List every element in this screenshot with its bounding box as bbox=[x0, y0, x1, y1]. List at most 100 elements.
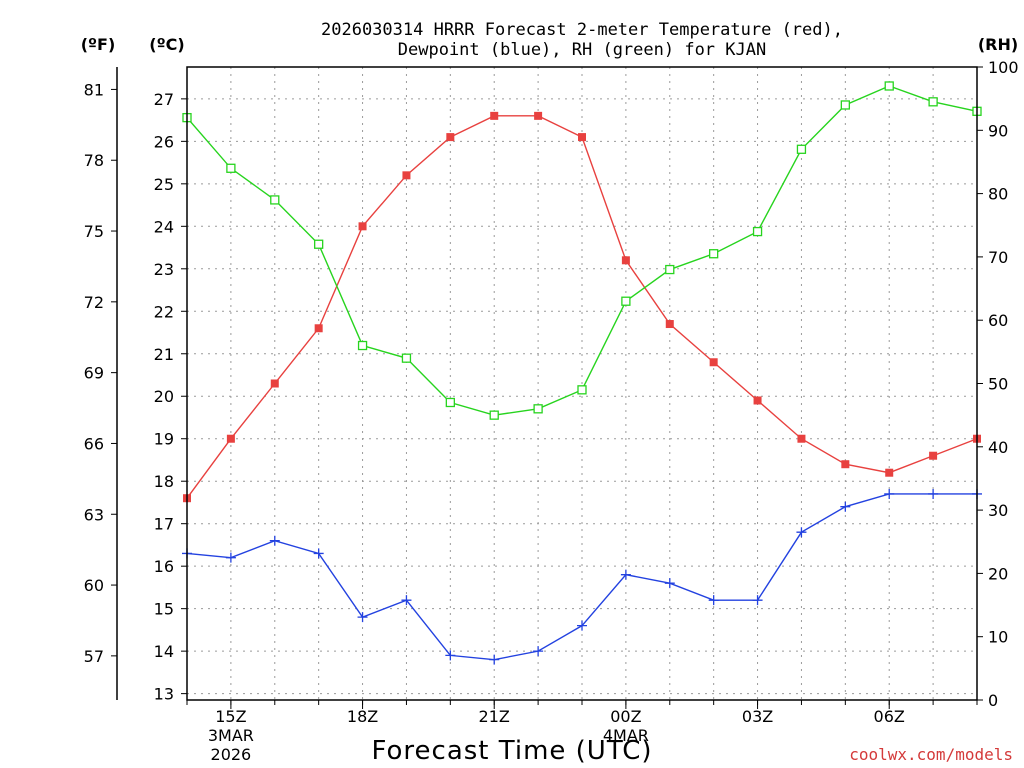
rh-point bbox=[314, 239, 324, 249]
rh-tick-label: 30 bbox=[988, 501, 1008, 520]
year-label: 2026 bbox=[211, 745, 252, 764]
fahrenheit-tick-label: 75 bbox=[84, 222, 104, 241]
dewpoint-point bbox=[664, 578, 675, 589]
celsius-tick-label: 27 bbox=[154, 90, 174, 109]
date-label: 4MAR bbox=[603, 726, 649, 745]
gridlines bbox=[187, 67, 977, 700]
celsius-tick-label: 25 bbox=[154, 175, 174, 194]
dewpoint-point bbox=[401, 595, 412, 606]
rh-tick-label: 60 bbox=[988, 311, 1008, 330]
rh-point bbox=[928, 97, 938, 107]
temperature-point bbox=[446, 133, 455, 142]
temperature-point bbox=[358, 222, 367, 231]
x-axis-title: Forecast Time (UTC) bbox=[371, 736, 652, 766]
chart-title-line2: Dewpoint (blue), RH (green) for KJAN bbox=[398, 40, 766, 60]
time-tick-label: 18Z bbox=[347, 707, 378, 726]
celsius-tick-label: 21 bbox=[154, 345, 174, 364]
rh-series bbox=[182, 81, 982, 420]
celsius-tick-label: 17 bbox=[154, 515, 174, 534]
temperature-point bbox=[885, 468, 894, 477]
chart-title-line1: 2026030314 HRRR Forecast 2-meter Tempera… bbox=[321, 20, 843, 40]
celsius-tick-label: 23 bbox=[154, 260, 174, 279]
rh-point bbox=[621, 296, 631, 306]
celsius-tick-label: 18 bbox=[154, 472, 174, 491]
rh-point bbox=[752, 226, 763, 237]
celsius-unit-label: (ºC) bbox=[149, 35, 184, 54]
time-tick-label: 06Z bbox=[874, 707, 905, 726]
celsius-tick-label: 22 bbox=[154, 302, 174, 321]
celsius-tick-label: 26 bbox=[154, 132, 174, 151]
dewpoint-point bbox=[357, 612, 368, 623]
dewpoint-point bbox=[445, 650, 456, 661]
fahrenheit-tick-label: 60 bbox=[84, 576, 104, 595]
fahrenheit-tick-label: 72 bbox=[84, 293, 104, 312]
date-label: 3MAR bbox=[208, 726, 254, 745]
temperature-point bbox=[929, 451, 938, 460]
rh-tick-label: 100 bbox=[988, 58, 1019, 77]
fahrenheit-tick-label: 66 bbox=[84, 434, 104, 453]
celsius-axis: 13 14 15 16 17 18 19 20 21 22 23 24 25 26 27 bbox=[154, 90, 187, 704]
dewpoint-point bbox=[708, 595, 719, 606]
time-tick-label: 03Z bbox=[742, 707, 773, 726]
time-tick-label: 15Z bbox=[215, 707, 246, 726]
temperature-series bbox=[183, 111, 981, 503]
time-tick-label: 00Z bbox=[610, 707, 641, 726]
celsius-tick-label: 19 bbox=[154, 430, 174, 449]
fahrenheit-tick-label: 69 bbox=[84, 364, 104, 383]
time-tick-label: 21Z bbox=[479, 707, 510, 726]
rh-point bbox=[226, 163, 236, 173]
temperature-point bbox=[226, 434, 235, 443]
temperature-point bbox=[709, 358, 718, 367]
rh-point bbox=[533, 404, 543, 414]
temperature-point bbox=[534, 111, 543, 120]
dewpoint-point bbox=[928, 488, 939, 499]
temperature-point bbox=[314, 324, 323, 333]
rh-point bbox=[665, 264, 675, 275]
dewpoint-point bbox=[620, 569, 631, 580]
credit-text: coolwx.com/models bbox=[849, 745, 1013, 764]
temperature-point bbox=[621, 256, 630, 265]
temperature-point bbox=[797, 434, 806, 443]
dewpoint-point bbox=[884, 488, 895, 499]
dewpoint-point bbox=[269, 535, 280, 546]
rh-point bbox=[577, 385, 587, 395]
celsius-tick-label: 14 bbox=[154, 642, 174, 661]
temperature-point bbox=[270, 379, 279, 388]
fahrenheit-tick-label: 81 bbox=[84, 80, 104, 99]
rh-point bbox=[445, 397, 455, 408]
celsius-tick-label: 15 bbox=[154, 600, 174, 619]
rh-point bbox=[840, 100, 850, 110]
temperature-point bbox=[490, 111, 499, 120]
temperature-point bbox=[665, 320, 674, 329]
dewpoint-point bbox=[533, 646, 544, 657]
rh-point bbox=[401, 353, 412, 363]
temperature-point bbox=[402, 171, 411, 180]
celsius-tick-label: 16 bbox=[154, 557, 174, 576]
celsius-tick-label: 13 bbox=[154, 685, 174, 704]
dewpoint-point bbox=[577, 620, 587, 631]
fahrenheit-axis: 57 60 63 66 69 72 75 78 81 bbox=[84, 67, 118, 700]
dewpoint-point bbox=[313, 548, 324, 559]
rh-unit-label: (RH) bbox=[978, 35, 1018, 54]
dewpoint-point bbox=[840, 501, 851, 512]
rh-point bbox=[796, 144, 807, 154]
fahrenheit-tick-label: 57 bbox=[84, 647, 104, 666]
rh-tick-label: 10 bbox=[988, 628, 1008, 647]
rh-axis: 0 10 20 30 40 50 60 70 80 90 100 bbox=[977, 58, 1019, 710]
dewpoint-point bbox=[225, 552, 236, 563]
rh-tick-label: 90 bbox=[988, 121, 1008, 140]
temperature-point bbox=[841, 460, 850, 469]
fahrenheit-tick-label: 63 bbox=[84, 505, 104, 524]
rh-tick-label: 80 bbox=[988, 185, 1008, 204]
dewpoint-point bbox=[796, 527, 807, 538]
rh-point bbox=[489, 410, 499, 420]
dewpoint-point bbox=[489, 654, 500, 665]
temperature-point bbox=[753, 396, 762, 405]
celsius-tick-label: 24 bbox=[154, 217, 174, 236]
rh-point bbox=[270, 195, 280, 205]
rh-point bbox=[709, 249, 719, 259]
rh-point bbox=[884, 81, 894, 91]
rh-tick-label: 70 bbox=[988, 248, 1008, 267]
